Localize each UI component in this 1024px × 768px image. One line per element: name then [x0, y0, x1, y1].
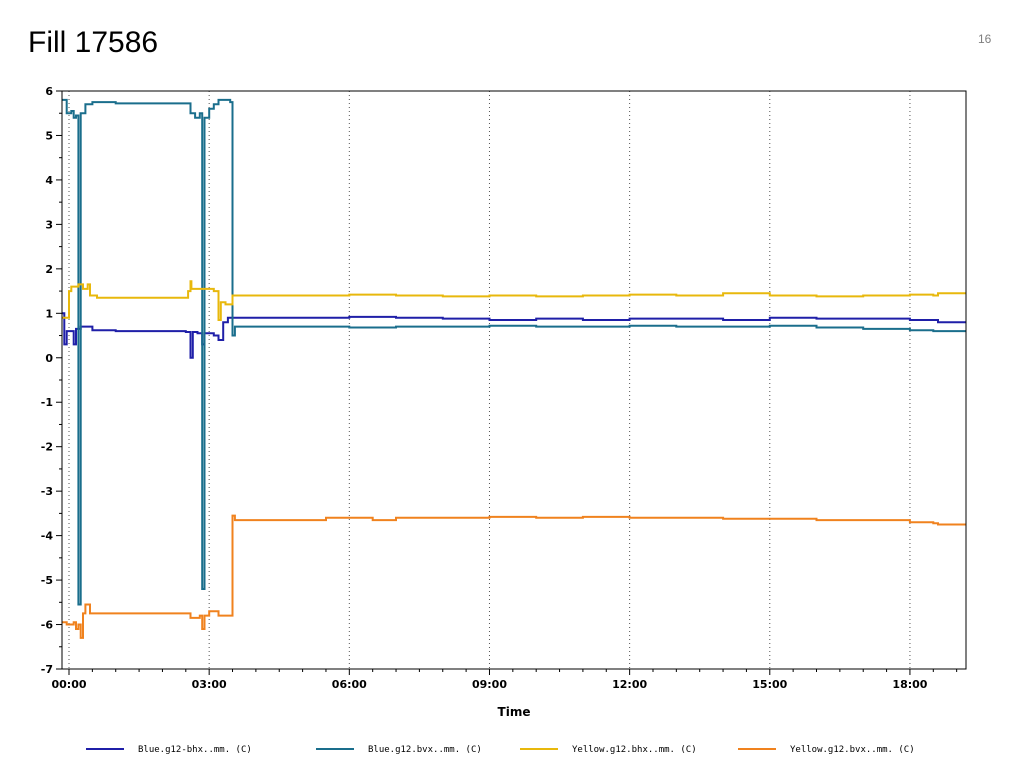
y-tick-label: -4: [41, 530, 54, 543]
x-tick-label: 09:00: [472, 678, 507, 691]
x-tick-label: 18:00: [892, 678, 927, 691]
x-tick-label: 15:00: [752, 678, 787, 691]
grid: [68, 91, 911, 669]
y-tick-label: 5: [45, 129, 53, 142]
y-tick-label: -3: [41, 485, 53, 498]
y-tick-label: -1: [41, 396, 53, 409]
legend-label: Blue.g12.bvx..mm. (C): [368, 745, 482, 755]
slide-title: Fill 17586: [28, 26, 159, 59]
legend-item: Blue.g12-bhx..mm. (C): [86, 745, 252, 755]
y-tick-label: 0: [45, 352, 53, 365]
y-tick-label: 4: [45, 174, 53, 187]
legend-label: Yellow.g12.bvx..mm. (C): [790, 745, 915, 755]
legend-item: Yellow.g12.bhx..mm. (C): [520, 745, 697, 755]
series-line-3: [62, 280, 966, 321]
axis-ticks: 00:00 03:00 06:00 09:00 12:00 15:00 18:00 -7 -6 -…: [41, 85, 958, 691]
slide-number: 16: [978, 32, 992, 46]
x-tick-label: 03:00: [192, 678, 227, 691]
x-tick-label: 12:00: [612, 678, 647, 691]
x-axis-title: Time: [498, 705, 531, 719]
series-line-2: [62, 98, 966, 606]
legend: Blue.g12-bhx..mm. (C) Blue.g12.bvx..mm. (…: [86, 745, 915, 755]
plot-frame: [61, 90, 967, 670]
y-tick-label: -5: [41, 574, 53, 587]
legend-label: Blue.g12-bhx..mm. (C): [138, 745, 252, 755]
y-tick-label: 3: [45, 218, 53, 231]
x-tick-label: 06:00: [332, 678, 367, 691]
legend-label: Yellow.g12.bhx..mm. (C): [572, 745, 697, 755]
series-line-1: [62, 312, 966, 359]
legend-item: Blue.g12.bvx..mm. (C): [316, 745, 482, 755]
y-tick-label: -6: [41, 619, 54, 632]
series-lines: [62, 98, 966, 639]
y-tick-label: 1: [45, 307, 53, 320]
legend-item: Yellow.g12.bvx..mm. (C): [738, 745, 915, 755]
y-tick-label: -2: [41, 441, 53, 454]
y-tick-label: -7: [41, 663, 53, 676]
series-line-4: [62, 514, 966, 639]
y-tick-label: 2: [45, 263, 53, 276]
y-tick-label: 6: [45, 85, 53, 98]
x-tick-label: 00:00: [51, 678, 86, 691]
